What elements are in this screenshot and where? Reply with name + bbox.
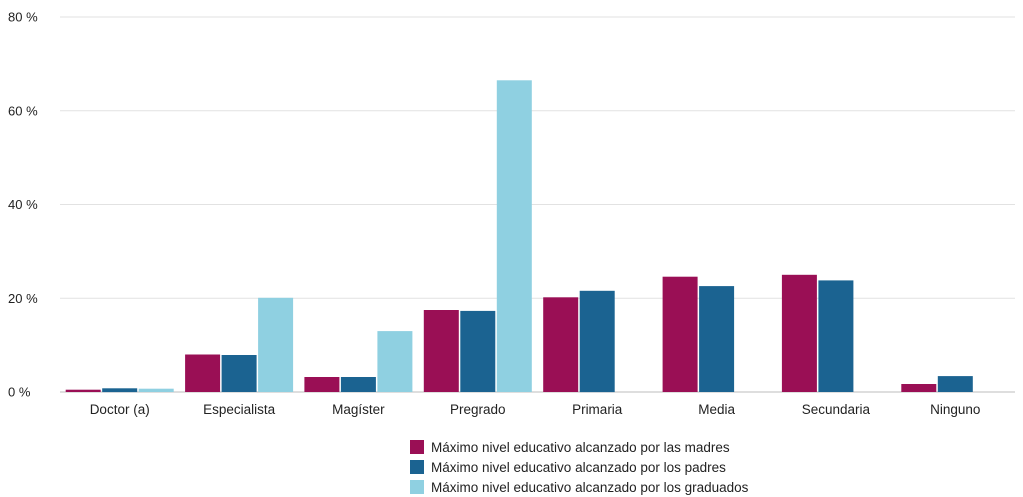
y-tick-label: 20 % (8, 291, 38, 306)
legend-label-padres: Máximo nivel educativo alcanzado por los… (431, 459, 726, 475)
bar-series-1-cat-7 (937, 376, 973, 392)
bar-series-1-cat-4 (579, 290, 615, 393)
y-axis-ticks: 0 % 20 % 40 % 60 % 80 % (8, 10, 38, 400)
gridlines (60, 16, 1015, 393)
x-axis-categories: Doctor (a) Especialista Magíster Pregrado Pr… (90, 402, 981, 417)
legend: Máximo nivel educativo alcanzado por las… (410, 437, 748, 497)
legend-swatch-padres (410, 460, 424, 474)
bar-series-0-cat-4 (543, 297, 579, 392)
x-category-label: Secundaria (802, 402, 871, 417)
x-category-label: Magíster (332, 402, 385, 417)
bar-series-1-cat-1 (221, 355, 257, 392)
bar-series-1-cat-2 (340, 377, 376, 392)
legend-item-padres: Máximo nivel educativo alcanzado por los… (410, 457, 748, 477)
bar-series-2-cat-3 (496, 80, 532, 393)
bar-series-0-cat-3 (423, 310, 459, 392)
bar-series-0-cat-7 (901, 384, 937, 392)
bar-series-0-cat-1 (185, 354, 221, 392)
bar-series-0-cat-6 (781, 274, 817, 392)
legend-label-graduados: Máximo nivel educativo alcanzado por los… (431, 479, 749, 495)
legend-swatch-madres (410, 440, 424, 454)
x-category-label: Doctor (a) (90, 402, 150, 417)
x-category-label: Media (698, 402, 735, 417)
legend-swatch-graduados (410, 480, 424, 494)
bar-series-0-cat-0 (65, 389, 101, 392)
legend-item-graduados: Máximo nivel educativo alcanzado por los… (410, 477, 748, 497)
bar-series-0-cat-2 (304, 377, 340, 392)
bar-series-2-cat-1 (258, 297, 294, 392)
legend-item-madres: Máximo nivel educativo alcanzado por las… (410, 437, 748, 457)
y-tick-label: 0 % (8, 385, 31, 400)
bar-series-1-cat-0 (102, 388, 138, 393)
bar-series-2-cat-0 (138, 388, 174, 392)
bar-series-1-cat-6 (818, 280, 854, 392)
y-tick-label: 60 % (8, 103, 38, 118)
bars (65, 80, 973, 393)
x-category-label: Ninguno (930, 402, 980, 417)
bar-series-1-cat-5 (699, 286, 735, 392)
bar-series-2-cat-2 (377, 331, 413, 392)
bar-series-1-cat-3 (460, 310, 496, 392)
y-tick-label: 80 % (8, 10, 38, 25)
x-category-label: Primaria (572, 402, 623, 417)
bar-chart: 0 % 20 % 40 % 60 % 80 % Doctor (a) Especialis… (8, 10, 1015, 417)
x-category-label: Especialista (203, 402, 276, 417)
x-category-label: Pregrado (450, 402, 506, 417)
y-tick-label: 40 % (8, 197, 38, 212)
legend-label-madres: Máximo nivel educativo alcanzado por las… (431, 439, 730, 455)
bar-series-0-cat-5 (662, 276, 698, 392)
